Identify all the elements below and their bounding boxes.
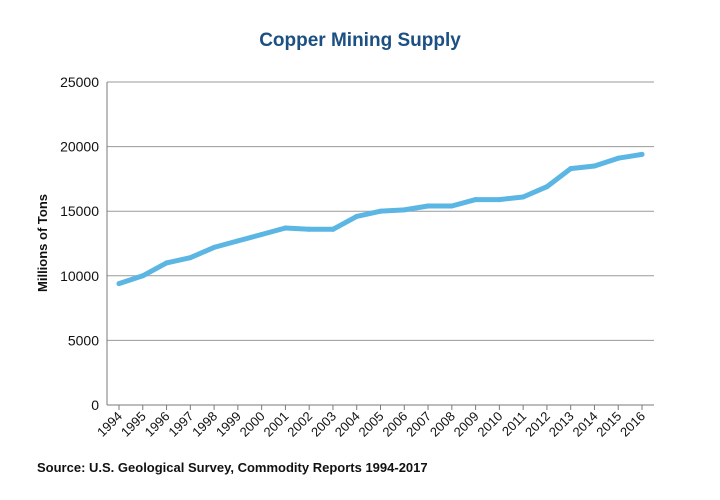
x-tick-label: 2008 — [427, 409, 458, 440]
x-tick-label: 2002 — [284, 409, 315, 440]
x-tick-label: 1994 — [94, 409, 125, 440]
data-point — [378, 208, 383, 214]
x-tick-label: 2004 — [332, 409, 363, 440]
data-point — [639, 151, 645, 157]
data-point — [592, 163, 597, 169]
data-point — [235, 238, 241, 244]
data-point — [425, 203, 431, 209]
data-point — [116, 281, 122, 287]
x-tick-label: 1997 — [165, 409, 196, 440]
source-note: Source: U.S. Geological Survey, Commodit… — [37, 460, 428, 475]
data-point — [354, 213, 360, 219]
y-tick-labels: 0 5000 10000 15000 20000 25000 — [60, 74, 99, 413]
data-point — [164, 260, 169, 266]
data-point — [473, 197, 479, 203]
data-point — [496, 197, 502, 203]
data-point — [282, 225, 288, 231]
y-tick-label: 15000 — [60, 203, 99, 219]
y-tick-label: 25000 — [60, 74, 99, 90]
data-point — [449, 203, 455, 209]
x-tick-label: 1995 — [118, 409, 149, 440]
x-tick-label: 2015 — [593, 409, 624, 440]
y-axis-label: Millions of Tons — [35, 194, 50, 292]
y-tick-label: 0 — [91, 397, 99, 413]
series-line — [116, 151, 645, 287]
x-tick-label: 2005 — [356, 409, 387, 440]
chart-title: Copper Mining Supply — [259, 30, 461, 51]
data-point — [544, 184, 550, 190]
x-tick-label: 2009 — [451, 409, 482, 440]
x-tick-label: 2013 — [546, 409, 577, 440]
series — [116, 151, 645, 287]
x-tick-label: 2007 — [403, 409, 434, 440]
data-point — [401, 207, 407, 213]
data-point — [568, 166, 574, 172]
x-tick-label: 2010 — [474, 409, 505, 440]
x-tick-label: 1999 — [213, 409, 244, 440]
x-tick-label: 2014 — [570, 409, 601, 440]
data-point — [330, 226, 336, 232]
data-point — [306, 226, 312, 232]
y-tick-label: 20000 — [60, 139, 99, 155]
data-point — [140, 273, 146, 279]
x-tick-label: 1996 — [142, 409, 173, 440]
x-tick-label: 2001 — [260, 409, 291, 440]
x-tick-label: 2012 — [522, 409, 553, 440]
x-tick-label: 1998 — [189, 409, 220, 440]
y-tick-label: 5000 — [68, 332, 99, 348]
x-tick-label: 2003 — [308, 409, 339, 440]
x-tick-label: 2016 — [617, 409, 648, 440]
x-tick-label: 2006 — [379, 409, 410, 440]
data-point — [187, 255, 193, 261]
x-tick-label: 2000 — [237, 409, 268, 440]
axes — [106, 82, 654, 410]
x-tick-label: 2011 — [499, 409, 529, 439]
data-point — [259, 232, 265, 237]
data-point — [211, 244, 217, 250]
y-tick-label: 10000 — [60, 268, 99, 284]
data-point — [615, 155, 621, 161]
x-tick-labels: 1994199519961997199819992000200120022003… — [94, 409, 648, 440]
data-point — [520, 194, 526, 200]
